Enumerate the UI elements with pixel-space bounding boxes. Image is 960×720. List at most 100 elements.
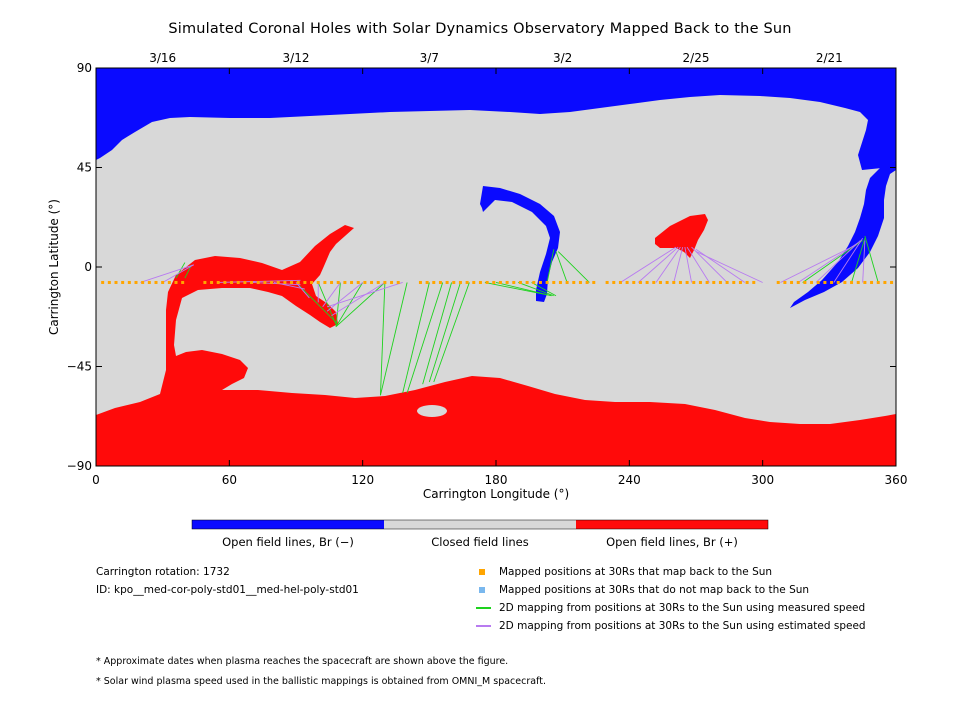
mapped-position-point [134,280,138,284]
mapped-position-point [283,280,287,284]
mapped-position-point [836,280,840,284]
footnote-speed: * Solar wind plasma speed used in the ba… [96,676,546,687]
blue-square-icon [479,587,485,593]
measured-mapping-line [851,238,866,283]
mapped-position-point [498,280,502,284]
mapped-position-point [256,280,260,284]
mapped-position-point [632,280,636,284]
mapped-position-point [210,280,214,284]
mapped-positions [101,280,894,284]
estimated-mapping-line [331,282,386,317]
date-tick-label: 2/25 [683,51,710,65]
mapped-position-point [236,280,240,284]
mapped-position-point [796,280,800,284]
mapped-position-point [790,280,794,284]
mapped-position-point [263,280,267,284]
mapped-position-point [478,280,482,284]
date-tick-label: 3/2 [553,51,572,65]
y-axis-label: Carrington Latitude (°) [47,199,61,335]
measured-mapping-line [557,251,590,283]
measured-mapping-line [335,282,386,328]
purple-line-icon [476,625,491,627]
mapped-position-point [107,280,111,284]
eastern-negative-coronal-hole [790,160,896,308]
mapped-position-point [830,280,834,284]
plot-area [96,68,896,466]
mapped-position-point [303,280,307,284]
footnote-dates: * Approximate dates when plasma reaches … [96,656,509,667]
estimated-mapping-line [815,240,861,283]
measured-mapping-line [295,282,337,323]
legend-label: Mapped positions at 30Rs that do not map… [499,584,810,596]
mapped-position-point [552,280,556,284]
mapped-position-point [863,280,867,284]
chart-title: Simulated Coronal Holes with Solar Dynam… [168,21,792,37]
mapped-position-point [323,280,327,284]
mapped-position-point [310,280,314,284]
estimated-mapping-line [322,282,341,308]
mapped-position-point [783,280,787,284]
mapped-position-point [243,280,247,284]
mapped-position-point [578,280,582,284]
mapped-position-point [823,280,827,284]
mapped-position-point [203,280,207,284]
estimated-mapping-line [833,238,864,283]
mapped-position-point [485,280,489,284]
legend-label: 2D mapping from positions at 30Rs to the… [499,602,866,614]
mapped-position-point [250,280,254,284]
mapped-position-point [505,280,509,284]
mapped-position-point [390,280,394,284]
date-tick-label: 3/16 [149,51,176,65]
mapped-position-point [692,280,696,284]
mapped-position-point [127,280,131,284]
mapped-position-point [114,280,118,284]
mapped-position-point [438,280,442,284]
mapped-position-point [121,280,125,284]
mapped-position-point [161,280,165,284]
mapped-position-point [370,280,374,284]
legend-label: 2D mapping from positions at 30Rs to the… [499,620,866,632]
mapped-position-point [876,280,880,284]
mapped-position-point [705,280,709,284]
measured-speed-mapping-lines [175,235,879,396]
measured-mapping-line [402,282,430,394]
mapped-position-point [856,280,860,284]
mapped-position-point [625,280,629,284]
mapped-position-point [270,280,274,284]
mapped-position-point [147,280,151,284]
colorbar-open-negative [192,520,384,529]
mapped-position-point [816,280,820,284]
mapped-position-point [612,280,616,284]
mapped-position-point [725,280,729,284]
x-tick-label: 300 [751,473,774,487]
mapped-position-point [276,280,280,284]
mapped-position-point [738,280,742,284]
mapped-position-point [356,280,360,284]
measured-mapping-line [555,251,568,283]
mapped-position-point [745,280,749,284]
measured-mapping-line [531,282,557,297]
estimated-mapping-line [684,247,692,283]
mapped-position-point [452,280,456,284]
mapped-position-point [843,280,847,284]
x-tick-label: 120 [351,473,374,487]
mapped-position-point [465,280,469,284]
mapped-position-point [558,280,562,284]
mapped-position-point [518,280,522,284]
measured-mapping-line [335,282,341,327]
mapped-position-point [230,280,234,284]
legend-label: Mapped positions at 30Rs that map back t… [499,566,773,578]
mapped-position-point [585,280,589,284]
mapped-position-point [658,280,662,284]
mapped-position-point [652,280,656,284]
mapped-position-point [336,280,340,284]
measured-mapping-line [864,235,879,283]
north-polar-coronal-hole [96,68,896,170]
model-id: ID: kpo__med-cor-poly-std01__med-hel-pol… [96,584,359,596]
colorbar-label-open-positive: Open field lines, Br (+) [606,535,738,549]
mapped-position-point [890,280,894,284]
mapped-position-point [803,280,807,284]
mapped-position-point [167,280,171,284]
mapped-position-point [732,280,736,284]
